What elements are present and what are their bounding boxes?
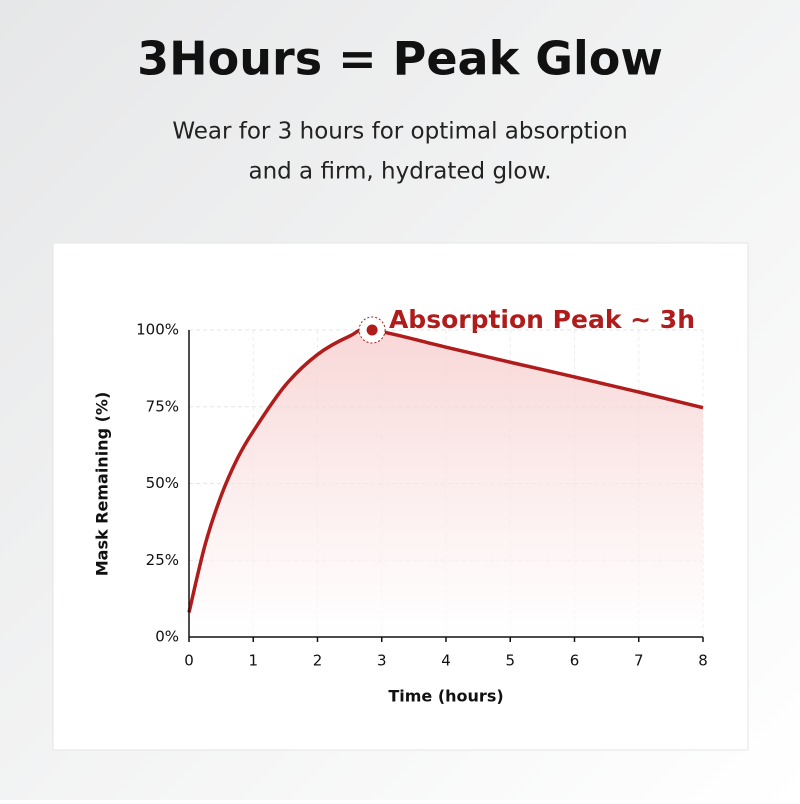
y-tick-label: 75% bbox=[146, 397, 179, 415]
x-tick-label: 1 bbox=[248, 652, 258, 670]
area bbox=[189, 329, 703, 637]
annotation: Absorption Peak ~ 3h bbox=[389, 305, 695, 334]
x-tick-label: 3 bbox=[377, 652, 387, 670]
x-tick-label: 7 bbox=[634, 652, 644, 670]
peak-marker bbox=[366, 324, 378, 336]
x-tick-label: 6 bbox=[570, 652, 580, 670]
y-tick-label: 50% bbox=[146, 474, 179, 492]
x-tick-label: 0 bbox=[184, 652, 194, 670]
y-tick-label: 0% bbox=[155, 628, 179, 646]
x-tick-label: 8 bbox=[698, 652, 708, 670]
line bbox=[187, 327, 704, 613]
y-tick-label: 25% bbox=[146, 551, 179, 569]
x-tick-label: 4 bbox=[441, 652, 451, 670]
x-axis-label: Time (hours) bbox=[388, 687, 503, 706]
title: 3Hours = Peak Glow bbox=[137, 32, 663, 86]
subtitle: Wear for 3 hours for optimal absorption bbox=[172, 119, 627, 145]
x-tick-label: 2 bbox=[313, 652, 323, 670]
y-axis-label: Mask Remaining (%) bbox=[93, 392, 112, 577]
y-tick-label: 100% bbox=[136, 321, 179, 339]
x-tick-label: 5 bbox=[505, 652, 515, 670]
subtitle: and a firm, hydrated glow. bbox=[248, 159, 551, 185]
